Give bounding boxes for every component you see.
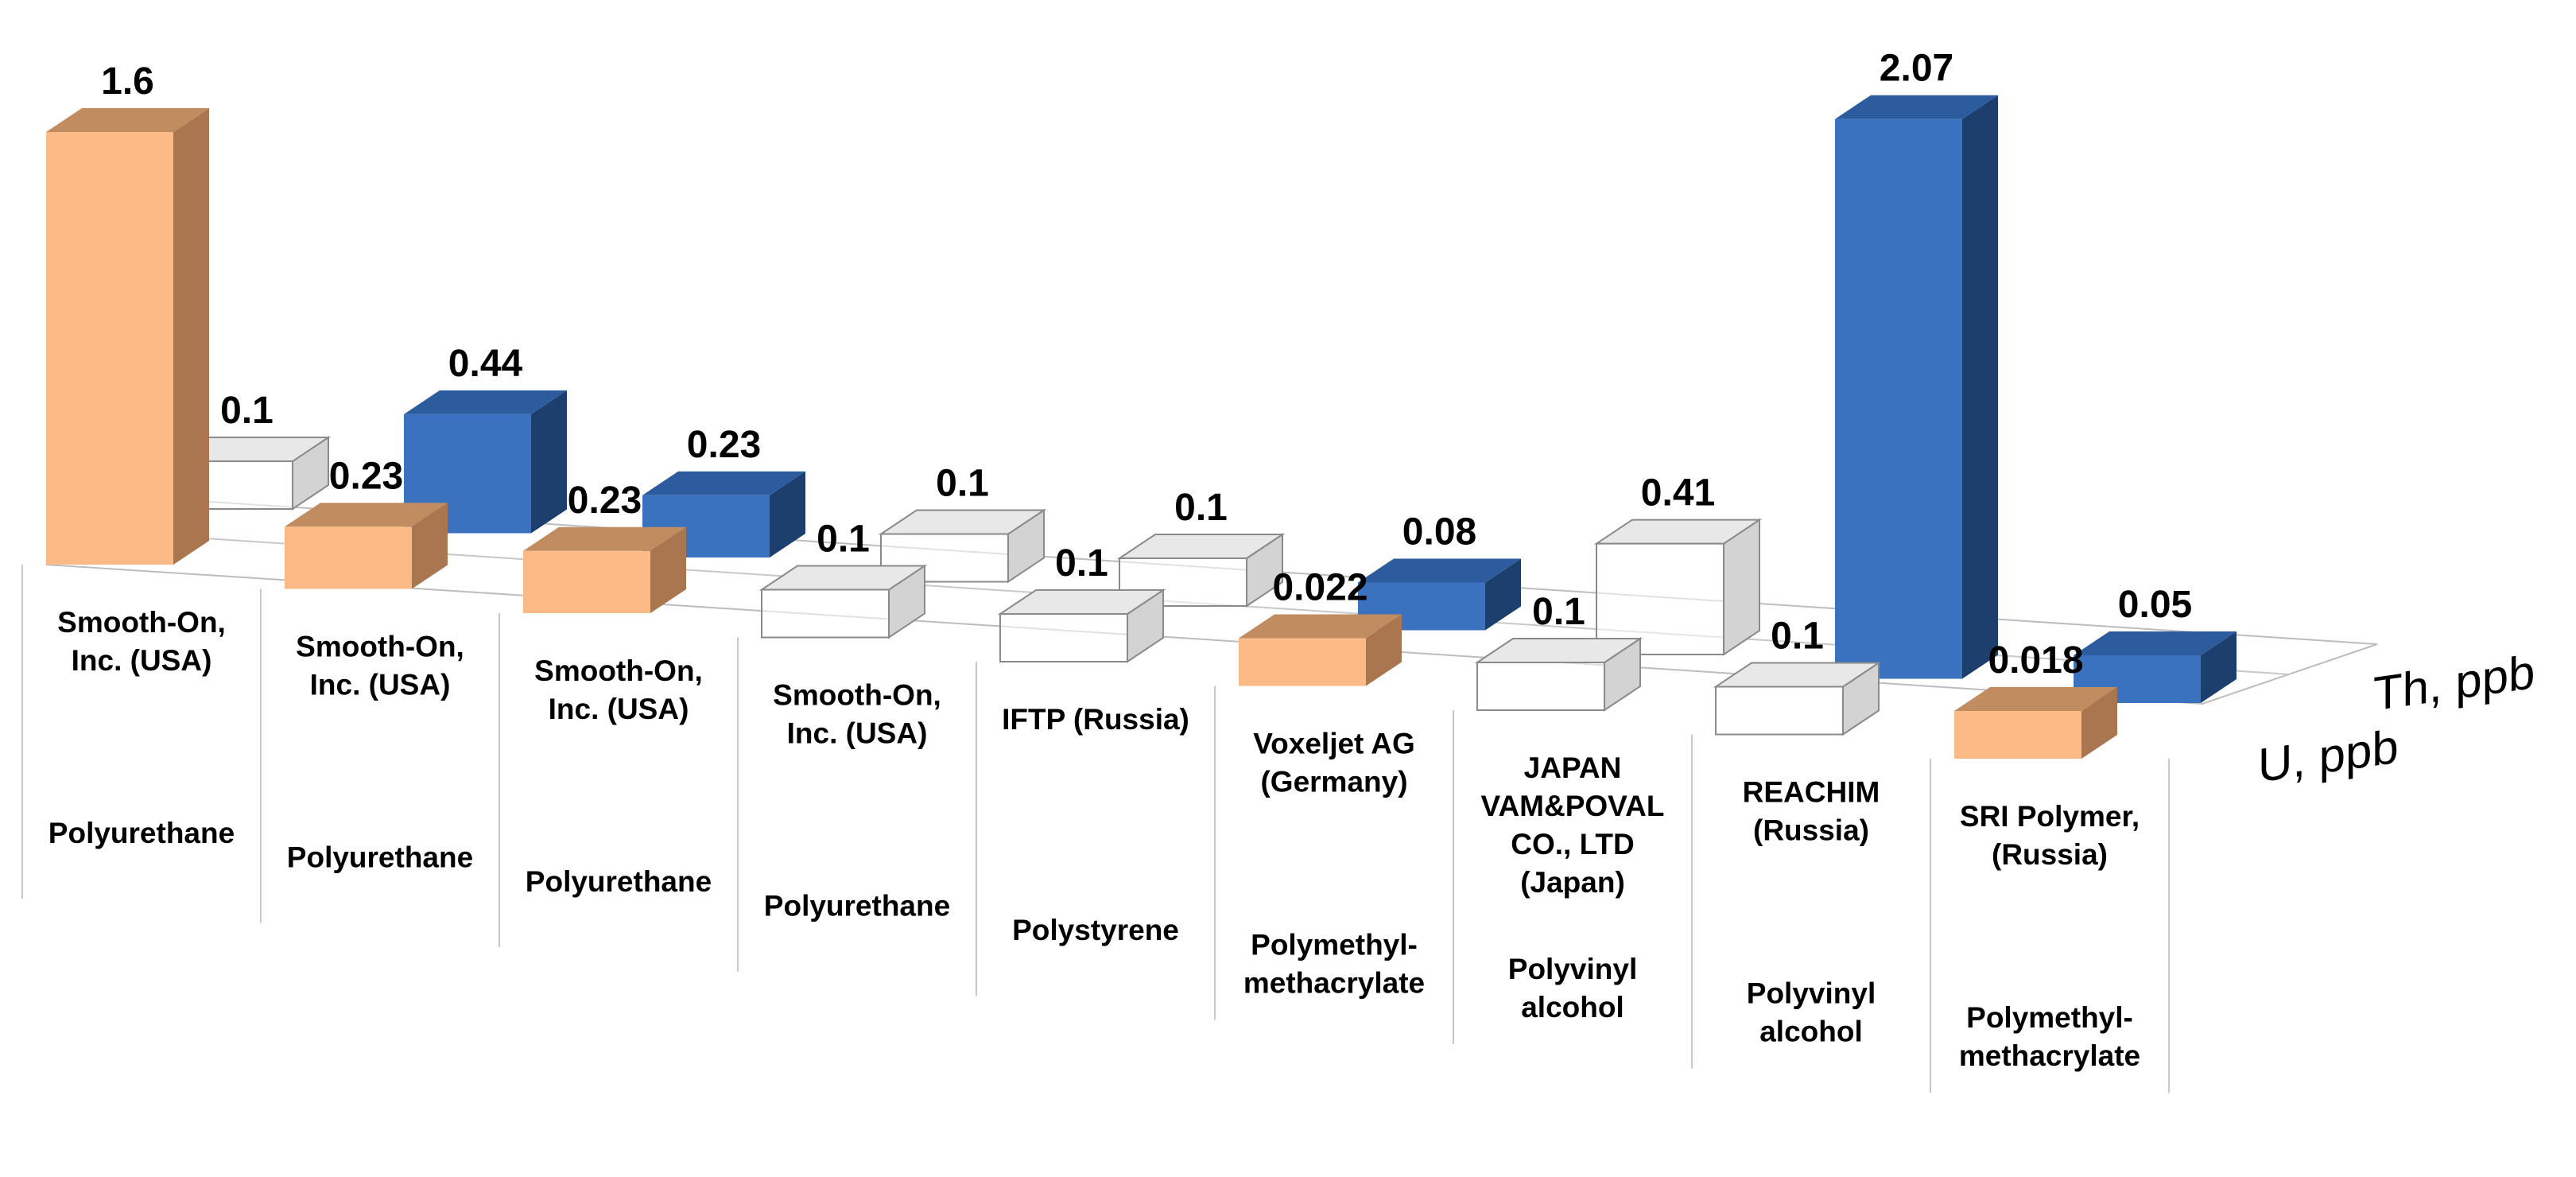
th-bar-2-side — [770, 471, 805, 557]
u-bar-1 — [285, 503, 448, 589]
category-manufacturer-1: Smooth-On, Inc. (USA) — [296, 631, 464, 701]
u-value-label-0: 1.6 — [101, 60, 154, 103]
u-bar-0-top — [46, 108, 209, 132]
u-bar-1-side — [412, 503, 448, 589]
chart-bars — [46, 95, 2237, 759]
category-manufacturer-7: REACHIM (Russia) — [1743, 776, 1880, 847]
th-bar-6 — [1593, 518, 1763, 656]
u-bar-6 — [1474, 637, 1643, 712]
category-manufacturer-6: JAPAN VAM&POVAL CO., LTD (Japan) — [1481, 752, 1665, 899]
u-bar-5-top — [1239, 614, 1402, 639]
category-manufacturer-0: Smooth-On, Inc. (USA) — [57, 606, 226, 677]
u-bar-8 — [1954, 687, 2117, 759]
th-bar-6-front — [1596, 542, 1724, 655]
u-value-label-3: 0.1 — [817, 519, 870, 561]
category-material-6: Polyvinyl alcohol — [1508, 953, 1637, 1024]
th-value-label-8: 0.05 — [2118, 584, 2192, 626]
th-bar-7 — [1835, 95, 1998, 679]
category-manufacturer-8: SRI Polymer, (Russia) — [1960, 800, 2140, 871]
u-bar-5 — [1239, 614, 1402, 686]
th-value-label-0: 0.1 — [220, 390, 274, 432]
u-bar-2-top — [523, 526, 686, 551]
series-name-th: Th, ppb — [2373, 644, 2535, 721]
u-bar-2 — [523, 526, 686, 613]
series-name-u: U, ppb — [2258, 719, 2399, 793]
th-value-label-2: 0.23 — [687, 424, 761, 466]
th-bar-5-top — [1358, 558, 1521, 583]
u-bar-0 — [46, 108, 209, 565]
category-material-2: Polyurethane — [526, 865, 712, 898]
u-bar-2-side — [650, 526, 686, 613]
u-bar-8-top — [1954, 687, 2117, 711]
u-bar-3-front — [761, 588, 890, 639]
u-bar-6-front — [1476, 662, 1605, 711]
u-bar-3 — [758, 564, 928, 639]
th-bar-1 — [404, 390, 567, 534]
category-material-8: Polymethyl-methacrylate — [1959, 1001, 2140, 1072]
category-material-1: Polyurethane — [287, 841, 473, 874]
u-bar-1-top — [285, 503, 448, 527]
th-bar-7-side — [1962, 95, 1998, 679]
u-bar-1-front — [285, 526, 412, 589]
th-value-label-4: 0.1 — [1174, 487, 1228, 529]
category-material-5: Polymethyl-methacrylate — [1243, 929, 1425, 1000]
u-bar-0-front — [46, 132, 173, 565]
u-value-label-2: 0.23 — [568, 480, 642, 522]
category-material-7: Polyvinyl alcohol — [1747, 977, 1876, 1048]
u-bar-7-front — [1715, 686, 1844, 736]
category-manufacturer-4: IFTP (Russia) — [1002, 703, 1189, 736]
th-value-label-7: 2.07 — [1880, 48, 1953, 90]
u-value-label-7: 0.1 — [1771, 616, 1824, 658]
th-bar-3 — [878, 508, 1047, 584]
th-bar-5 — [1358, 558, 1521, 631]
category-manufacturer-3: Smooth-On, Inc. (USA) — [773, 679, 941, 750]
th-value-label-5: 0.08 — [1402, 511, 1476, 554]
th-bar-8-top — [2074, 631, 2237, 655]
category-manufacturer-5: Voxeljet AG (Germany) — [1253, 728, 1415, 798]
th-bar-2-top — [642, 471, 805, 495]
th-bar-1-side — [531, 390, 567, 534]
category-manufacturer-2: Smooth-On, Inc. (USA) — [534, 655, 703, 725]
category-material-3: Polyurethane — [764, 890, 950, 923]
th-bar-7-top — [1835, 95, 1998, 119]
u-value-label-1: 0.23 — [329, 455, 403, 497]
category-material-4: Polystyrene — [1012, 914, 1179, 946]
th-value-label-3: 0.1 — [936, 463, 989, 505]
th-bar-7-front — [1835, 118, 1962, 679]
u-bar-7 — [1713, 661, 1882, 736]
u-bar-8-front — [1954, 711, 2081, 759]
u-value-label-4: 0.1 — [1055, 542, 1108, 585]
category-material-0: Polyurethane — [48, 817, 235, 849]
th-value-label-6: 0.41 — [1641, 472, 1715, 515]
th-value-label-1: 0.44 — [448, 343, 523, 385]
category-table: Smooth-On, Inc. (USA) Polyurethane Smooth-O… — [21, 565, 2170, 1093]
u-value-label-5: 0.022 — [1272, 567, 1368, 609]
u-bar-4-front — [999, 613, 1128, 662]
u-bar-2-front — [523, 550, 650, 613]
th-bar-1-top — [404, 390, 567, 414]
u-value-label-8: 0.018 — [1988, 639, 2083, 682]
u-bar-4 — [997, 588, 1166, 663]
u-bar-5-front — [1239, 638, 1366, 686]
u-bar-0-side — [173, 108, 209, 565]
u-value-label-6: 0.1 — [1532, 591, 1585, 633]
